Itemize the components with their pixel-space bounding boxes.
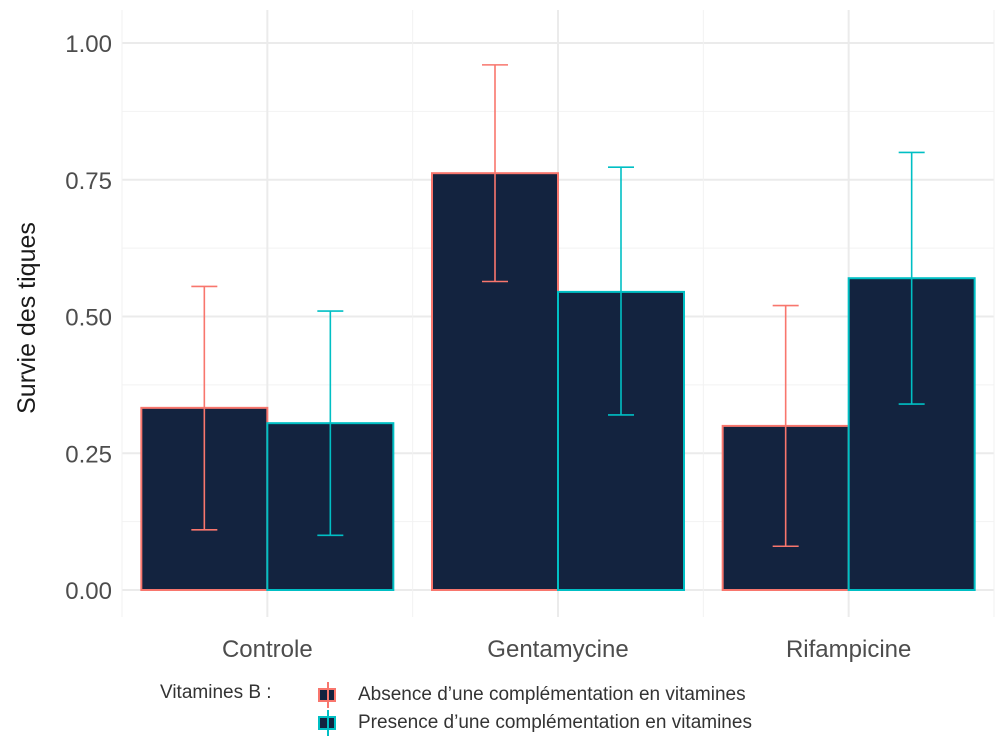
legend-title: Vitamines B :	[160, 682, 272, 703]
legend-item-absence: Absence d’une complémentation en vitamin…	[318, 680, 746, 710]
error-bars	[191, 64, 925, 548]
y-tick-label: 0.25	[65, 441, 112, 468]
legend-key-absence	[318, 682, 336, 708]
x-tick-label: Gentamycine	[487, 636, 628, 663]
x-tick-label: Controle	[222, 636, 313, 663]
legend-label-presence: Presence d’une complémentation en vitami…	[358, 712, 752, 733]
y-axis-ticks: 0.00 0.25 0.50 0.75 1.00	[65, 31, 112, 605]
y-tick-label: 0.00	[65, 578, 112, 605]
y-tick-label: 1.00	[65, 31, 112, 58]
y-tick-label: 0.75	[65, 168, 112, 195]
error-bar	[608, 166, 634, 416]
x-axis-ticks: Controle Gentamycine Rifampicine	[222, 636, 911, 663]
error-bar	[772, 304, 799, 548]
bar-chart: 0.00 0.25 0.50 0.75 1.00 Controle Gentamycine…	[13, 10, 995, 663]
error-bar	[898, 151, 925, 405]
error-bar	[191, 285, 218, 531]
error-bar	[317, 310, 344, 537]
legend-key-presence	[318, 710, 336, 736]
x-tick-label: Rifampicine	[786, 636, 911, 663]
bar	[431, 172, 559, 591]
legend-label-absence: Absence d’une complémentation en vitamin…	[358, 684, 746, 705]
legend-item-presence: Presence d’une complémentation en vitami…	[318, 708, 752, 738]
y-axis-title: Survie des tiques	[13, 222, 41, 414]
error-bar	[482, 64, 508, 283]
y-tick-label: 0.50	[65, 305, 112, 332]
